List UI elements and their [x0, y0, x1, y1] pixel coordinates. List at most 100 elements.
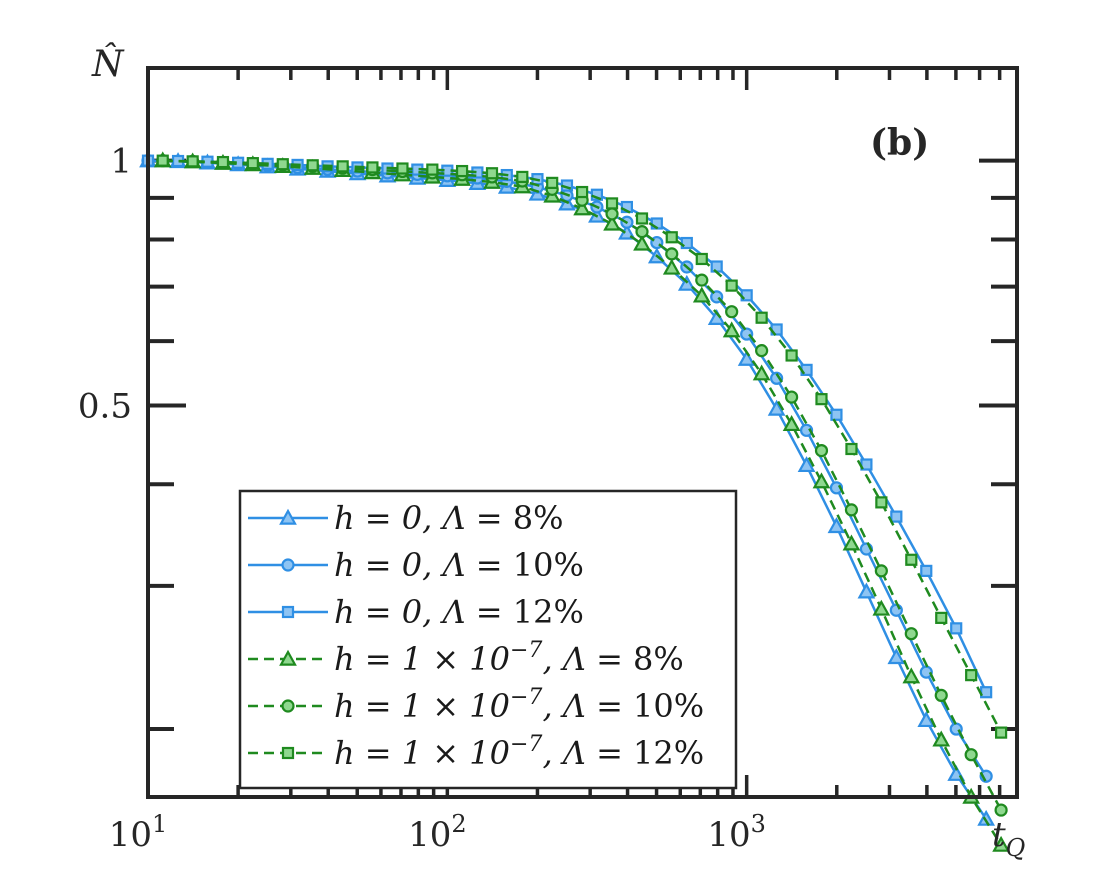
data-point	[603, 214, 621, 231]
data-point	[665, 247, 679, 261]
data-point	[366, 161, 379, 174]
data-point	[992, 835, 1010, 852]
data-point	[546, 176, 559, 189]
legend-entry: h = 0, Λ = 8%	[248, 499, 564, 537]
x-tick-labels: 101 102 103	[109, 810, 766, 855]
data-point	[977, 809, 996, 826]
data-point	[872, 599, 891, 616]
data-point	[485, 167, 499, 180]
data-point	[725, 305, 739, 319]
data-point	[857, 582, 876, 599]
series-layer	[139, 151, 1010, 852]
series-6	[156, 154, 1008, 739]
data-point	[875, 496, 888, 509]
data-point	[605, 207, 619, 221]
data-point	[755, 344, 769, 358]
legend-marker	[281, 558, 295, 572]
legend-entry: h = 0, Λ = 12%	[248, 593, 584, 631]
legend-marker	[281, 746, 295, 760]
legend: h = 0, Λ = 8% h = 0, Λ = 10% h = 0, Λ = 12…	[238, 489, 738, 790]
data-point	[980, 686, 993, 699]
data-point	[767, 399, 786, 416]
data-point	[797, 456, 816, 473]
x-axis-label-sub: Q	[1006, 834, 1026, 862]
x-tick-label: 102	[408, 810, 467, 855]
data-point	[695, 273, 709, 287]
data-point	[216, 155, 230, 169]
x-tick-label: 101	[109, 810, 168, 855]
legend-marker	[279, 649, 297, 666]
legend-entry: h = 1 × 10−7, Λ = 10%	[248, 685, 704, 725]
data-point	[156, 154, 169, 167]
data-point	[934, 688, 948, 702]
data-point	[890, 510, 903, 523]
data-point	[830, 408, 843, 421]
data-point	[573, 199, 591, 216]
data-point	[917, 711, 936, 728]
data-point	[994, 726, 1008, 739]
data-point	[920, 564, 933, 577]
data-point	[812, 472, 831, 489]
data-point	[722, 321, 741, 338]
data-point	[662, 258, 681, 275]
y-axis-label: N̂	[91, 42, 125, 85]
legend-label: h = 0, Λ = 8%	[334, 499, 564, 537]
legend-label: h = 1 × 10−7, Λ = 10%	[334, 685, 704, 725]
data-point	[737, 349, 756, 366]
data-point	[665, 231, 678, 244]
data-point	[814, 444, 829, 458]
data-point	[904, 627, 918, 641]
legend-marker	[279, 508, 297, 525]
data-point	[994, 803, 1008, 817]
data-point	[455, 164, 469, 178]
legend-entry: h = 1 × 10−7, Λ = 12%	[248, 732, 704, 772]
data-point	[782, 415, 801, 432]
legend-label: h = 0, Λ = 10%	[334, 546, 584, 584]
data-point	[845, 442, 858, 456]
data-point	[605, 197, 619, 210]
data-point	[633, 234, 651, 251]
data-point	[887, 648, 906, 665]
data-point	[692, 286, 711, 303]
data-point	[635, 212, 649, 225]
panel-label: (b)	[870, 122, 929, 164]
data-point	[902, 667, 921, 684]
x-axis-label-main: t	[992, 815, 1006, 855]
data-point	[306, 159, 319, 172]
x-tick-label: 103	[707, 810, 766, 855]
data-point	[935, 611, 948, 624]
data-point	[752, 364, 771, 381]
data-point	[186, 155, 199, 168]
data-point	[635, 225, 649, 239]
data-point	[336, 160, 349, 173]
data-point	[396, 162, 409, 175]
data-point	[965, 669, 978, 682]
data-point	[695, 252, 708, 266]
data-point	[426, 163, 439, 176]
data-point	[710, 260, 723, 273]
data-point	[799, 423, 814, 437]
plot-area-frame	[146, 66, 1019, 799]
data-point	[842, 534, 861, 551]
data-point	[770, 371, 784, 385]
data-point	[246, 157, 259, 170]
data-point	[844, 503, 859, 517]
data-point	[889, 603, 903, 617]
data-point	[755, 311, 768, 324]
data-point	[932, 730, 951, 747]
data-point	[829, 481, 844, 495]
legend-marker	[281, 699, 295, 713]
legend-entry: h = 1 × 10−7, Λ = 8%	[248, 638, 684, 678]
data-point	[276, 158, 289, 171]
legend-marker	[281, 605, 295, 619]
y-tick-labels: 10.5	[78, 142, 132, 427]
data-point	[725, 279, 738, 292]
y-tick-label: 1	[110, 142, 132, 182]
data-point	[919, 665, 933, 679]
data-point	[590, 188, 604, 201]
data-point	[827, 517, 846, 534]
x-axis-label: tQ	[992, 815, 1025, 862]
legend-label: h = 1 × 10−7, Λ = 8%	[334, 638, 684, 678]
data-point	[815, 393, 828, 406]
data-point	[905, 553, 918, 566]
